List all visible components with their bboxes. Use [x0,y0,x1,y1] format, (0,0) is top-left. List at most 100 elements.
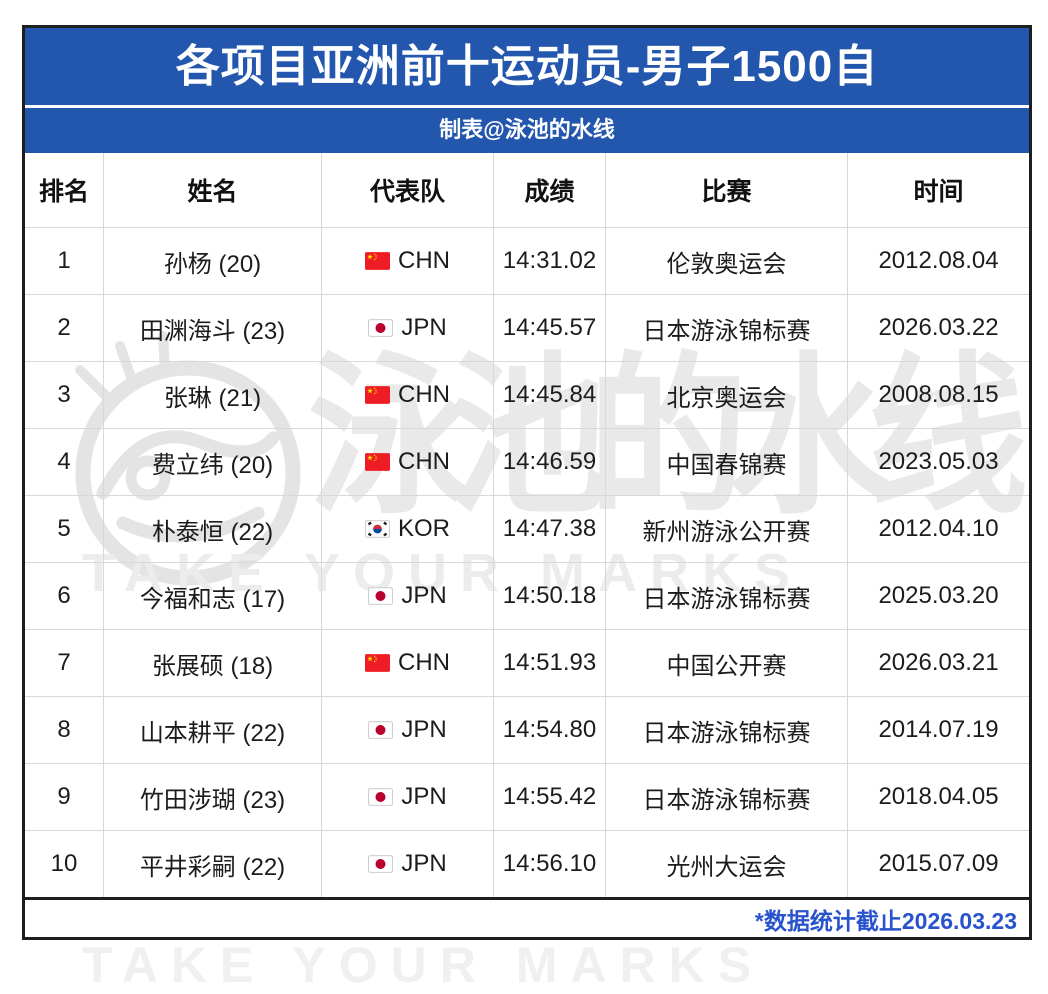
footer-row: *数据统计截止2026.03.23 [25,897,1029,937]
result-cell: 14:56.10 [494,831,606,897]
page-title: 各项目亚洲前十运动员-男子1500自 [175,42,879,91]
name-cell: 田渊海斗 (23) [104,295,322,361]
result-cell: 14:47.38 [494,496,606,562]
meet-cell: 日本游泳锦标赛 [606,697,848,763]
flag-jpn-icon [368,721,394,739]
column-header-3: 成绩 [494,153,606,227]
date-cell: 2015.07.09 [878,850,999,877]
meet-cell: 日本游泳锦标赛 [606,295,848,361]
column-header-0: 排名 [25,153,104,227]
footer-note: *数据统计截止2026.03.23 [754,907,1017,934]
table-header-row: 排名 姓名 代表队 成绩 比赛 时间 [25,153,1029,228]
date-cell: 2026.03.22 [878,314,999,341]
result-cell: 14:50.18 [494,563,606,629]
table-row: 5 朴泰恒 (22) KOR 14:47.38 新州游泳公开赛 2012.04.10 [25,496,1029,563]
flag-chn-icon [365,654,390,672]
name-cell: 竹田涉瑚 (23) [104,764,322,830]
title-block: 各项目亚洲前十运动员-男子1500自 制表@泳池的水线 [25,28,1029,153]
name-cell: 山本耕平 (22) [104,697,322,763]
name-cell: 张琳 (21) [104,362,322,428]
rank-cell: 1 [25,228,104,294]
table-row: 6 今福和志 (17) JPN 14:50.18 日本游泳锦标赛 2025.03.20 [25,563,1029,630]
team-cell: CHN [322,429,494,495]
meet-cell: 中国春锦赛 [606,429,848,495]
watermark-en-text-bottom: TAKE YOUR MARKS [82,937,765,993]
date-cell: 2014.07.19 [878,716,999,743]
meet-cell: 日本游泳锦标赛 [606,563,848,629]
name-cell: 张展硕 (18) [104,630,322,696]
column-header-1: 姓名 [104,153,322,227]
date-cell: 2012.08.04 [878,247,999,274]
column-header-4: 比赛 [606,153,848,227]
team-cell: JPN [322,563,494,629]
rank-cell: 5 [25,496,104,562]
table-row: 10 平井彩嗣 (22) JPN 14:56.10 光州大运会 2015.07.09 [25,831,1029,897]
result-cell: 14:31.02 [494,228,606,294]
meet-cell: 北京奥运会 [606,362,848,428]
infographic-page: { "title": "各项目亚洲前十运动员-男子1500自", "subtit… [22,25,1032,993]
date-cell: 2026.03.21 [878,649,999,676]
team-code: CHN [398,247,450,274]
flag-chn-icon [365,252,390,270]
rank-cell: 7 [25,630,104,696]
team-code: JPN [401,582,447,609]
table-row: 3 张琳 (21) CHN 14:45.84 北京奥运会 2008.08.15 [25,362,1029,429]
title-divider [25,105,1029,108]
flag-jpn-icon [368,788,394,806]
result-cell: 14:55.42 [494,764,606,830]
result-cell: 14:46.59 [494,429,606,495]
name-cell: 孙杨 (20) [104,228,322,294]
rank-cell: 8 [25,697,104,763]
flag-chn-icon [365,453,390,471]
result-cell: 14:51.93 [494,630,606,696]
date-cell: 2023.05.03 [878,448,999,475]
team-cell: JPN [322,295,494,361]
meet-cell: 中国公开赛 [606,630,848,696]
date-cell: 2012.04.10 [878,515,999,542]
meet-cell: 伦敦奥运会 [606,228,848,294]
team-code: CHN [398,448,450,475]
team-cell: CHN [322,362,494,428]
flag-jpn-icon [368,855,394,873]
team-code: KOR [397,515,450,542]
name-cell: 费立纬 (20) [104,429,322,495]
team-code: CHN [398,381,450,408]
team-cell: CHN [322,630,494,696]
table-row: 2 田渊海斗 (23) JPN 14:45.57 日本游泳锦标赛 2026.03.22 [25,295,1029,362]
team-cell: JPN [322,764,494,830]
team-code: JPN [401,850,447,877]
date-cell: 2008.08.15 [878,381,999,408]
flag-kor-icon [364,520,390,538]
result-cell: 14:54.80 [494,697,606,763]
result-cell: 14:45.84 [494,362,606,428]
date-cell: 2025.03.20 [878,582,999,609]
table-row: 4 费立纬 (20) CHN 14:46.59 中国春锦赛 2023.05.03 [25,429,1029,496]
team-code: JPN [401,314,447,341]
rank-cell: 9 [25,764,104,830]
rank-cell: 10 [25,831,104,897]
team-code: JPN [401,783,447,810]
name-cell: 今福和志 (17) [104,563,322,629]
rank-cell: 6 [25,563,104,629]
team-code: CHN [398,649,450,676]
table-row: 8 山本耕平 (22) JPN 14:54.80 日本游泳锦标赛 2014.07.19 [25,697,1029,764]
meet-cell: 日本游泳锦标赛 [606,764,848,830]
team-cell: KOR [322,496,494,562]
table-row: 9 竹田涉瑚 (23) JPN 14:55.42 日本游泳锦标赛 2018.04.05 [25,764,1029,831]
meet-cell: 新州游泳公开赛 [606,496,848,562]
team-code: JPN [401,716,447,743]
rank-cell: 3 [25,362,104,428]
team-cell: CHN [322,228,494,294]
flag-chn-icon [365,386,390,404]
team-cell: JPN [322,697,494,763]
table-row: 1 孙杨 (20) CHN 14:31.02 伦敦奥运会 2012.08.04 [25,228,1029,295]
flag-jpn-icon [368,319,394,337]
rank-cell: 4 [25,429,104,495]
ranking-table: 各项目亚洲前十运动员-男子1500自 制表@泳池的水线 排名 姓名 代表队 成绩 比赛 时… [22,25,1032,940]
meet-cell: 光州大运会 [606,831,848,897]
table-row: 7 张展硕 (18) CHN 14:51.93 中国公开赛 2026.03.21 [25,630,1029,697]
team-cell: JPN [322,831,494,897]
name-cell: 平井彩嗣 (22) [104,831,322,897]
page-subtitle: 制表@泳池的水线 [439,117,615,142]
date-cell: 2018.04.05 [878,783,999,810]
